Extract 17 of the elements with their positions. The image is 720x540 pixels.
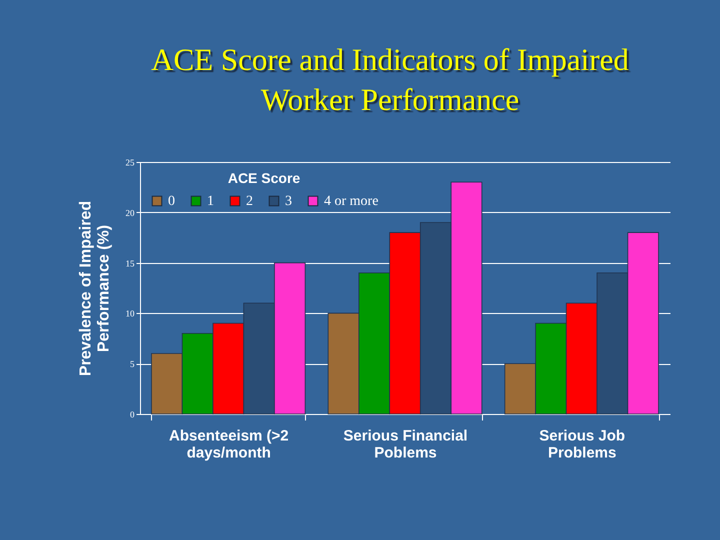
y-tick-label: 15 (126, 258, 135, 268)
x-tick-label: Serious Financial Poblems (343, 428, 468, 462)
y-tick-label: 10 (126, 308, 135, 319)
legend-label: 2 (246, 194, 253, 209)
legend-title: ACE Score (228, 170, 300, 186)
legend-label: 3 (285, 194, 292, 209)
y-axis-title: Prevalence of Impaired Performance (%) (78, 200, 112, 376)
y-tick-label: 0 (130, 410, 135, 420)
x-tick-label: Absenteeism (>2 days/month (169, 428, 289, 462)
y-tick-label: 5 (130, 359, 135, 370)
y-tick-label: 25 (126, 158, 135, 168)
x-tick-label: Serious Job Problems (539, 428, 626, 462)
legend-label: 1 (207, 194, 214, 209)
legend-label: 0 (168, 194, 175, 209)
legend-label: 4 or more (324, 194, 378, 209)
y-tick-label: 20 (126, 208, 135, 218)
chart-title: ACE Score and Indicators of Impaired Worker Performance (150, 41, 630, 119)
